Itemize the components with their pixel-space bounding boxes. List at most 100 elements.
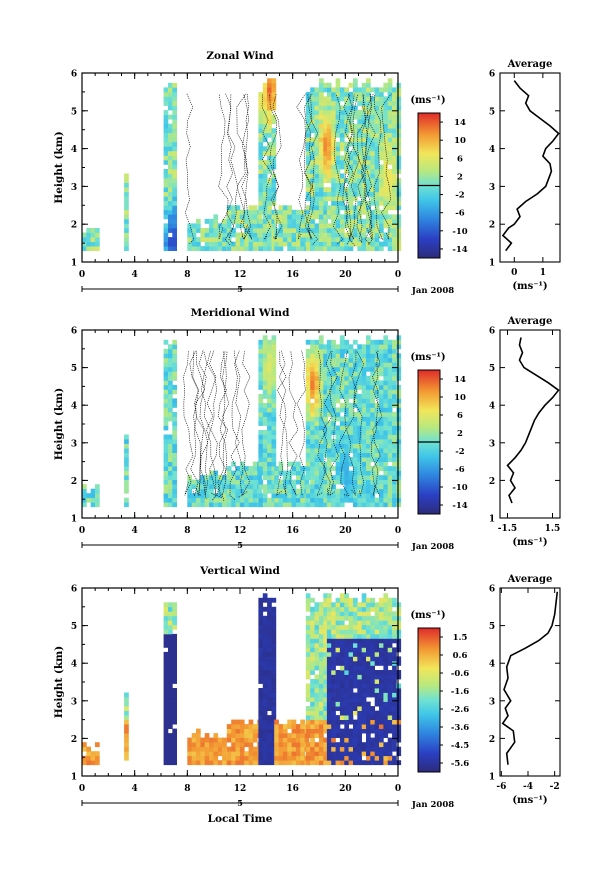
heatmap-cell [374,132,380,138]
heatmap-cell [374,105,380,111]
heatmap-cell [383,430,389,435]
heatmap-cell [357,638,362,644]
heatmap-cell [319,402,324,408]
heatmap-cell [357,200,362,206]
heatmap-cell [344,348,349,354]
heatmap-cell [267,670,272,675]
heatmap-cell [204,241,210,247]
heatmap-cell [361,402,367,408]
heatmap-cell [252,479,258,485]
heatmap-cell [200,751,206,757]
heatmap-cell [124,470,129,476]
heatmap-cell [291,719,297,725]
heatmap-cell [392,742,397,748]
heatmap-cell [323,232,328,238]
heatmap-cell [217,742,223,748]
heatmap-cell [319,638,324,644]
heatmap-cell [335,228,341,233]
heatmap-cell [314,353,320,359]
heatmap-cell [274,751,279,757]
heatmap-cell [331,214,336,220]
average-y-tick-label: 3 [489,183,495,193]
heatmap-cell [262,101,268,106]
heatmap-cell [163,475,169,480]
heatmap-cell [274,737,279,743]
heatmap-cell [172,101,177,106]
heatmap-cell [326,434,332,440]
heatmap-cell [168,733,173,738]
heatmap-cell [396,232,402,238]
heatmap-cell [379,200,384,206]
heatmap-cell [168,484,173,490]
heatmap-cell [379,683,384,689]
heatmap-cell [379,629,384,635]
heatmap-cell [357,760,362,766]
heatmap-cell [282,751,288,757]
heatmap-cell [374,384,380,390]
heatmap-cell [124,187,129,193]
heatmap-cell [383,105,389,111]
heatmap-cell [168,488,173,494]
heatmap-cell [258,228,264,233]
heatmap-cell [361,196,367,202]
heatmap-cell [374,452,380,458]
heatmap-cell [326,87,332,93]
heatmap-cell [366,335,371,341]
heatmap-cell [82,488,87,494]
heatmap-cell [90,237,96,242]
contour-line [276,350,287,497]
heatmap-cell [331,606,336,612]
heatmap-cell [267,114,272,120]
heatmap-cell [282,502,288,508]
heatmap-cell [314,606,320,612]
heatmap-cell [163,493,169,499]
heatmap-cell [314,416,320,422]
heatmap-cell [331,633,336,639]
heatmap-cell [267,371,272,377]
heatmap-cell [383,164,389,170]
heatmap-cell [310,173,315,179]
heatmap-cell [344,443,349,449]
heatmap-cell [326,366,332,372]
heatmap-cell [339,344,345,350]
heatmap-cell [353,674,358,680]
heatmap-cell [278,205,284,211]
heatmap-cell [357,742,362,748]
heatmap-cell [310,692,315,698]
heatmap-cell [310,633,315,639]
heatmap-cell [361,362,367,368]
contour-line [269,93,279,240]
heatmap-cell [357,470,362,476]
heatmap-cell [267,155,272,161]
heatmap-cell [326,439,332,444]
heatmap-cell [310,169,315,174]
average-y-tick-label: 6 [489,327,495,337]
heatmap-cell [305,724,311,729]
heatmap-cell [353,375,358,381]
heatmap-cell [209,755,214,761]
heatmap-cell [305,380,311,386]
heatmap-cell [310,452,315,458]
heatmap-cell [248,737,254,743]
average-x-label: (ms⁻¹) [512,281,547,292]
heatmap-cell [244,733,249,738]
heatmap-cell [339,402,345,408]
heatmap-cell [95,237,100,242]
heatmap-cell [339,629,345,635]
heatmap-cell [348,237,354,242]
heatmap-cell [379,357,384,363]
heatmap-cell [344,439,349,444]
heatmap-cell [383,715,389,720]
heatmap-cell [326,724,332,729]
heatmap-cell [213,214,219,220]
heatmap-cell [163,443,169,449]
heatmap-cell [370,448,375,453]
heatmap-cell [267,232,272,238]
heatmap-cell [335,344,341,350]
y-tick-label: 1 [71,259,77,269]
heatmap-cell [282,497,288,503]
heatmap-cell [357,737,362,743]
heatmap-cell [348,746,354,752]
heatmap-cell [258,751,264,757]
heatmap-cell [323,164,328,170]
